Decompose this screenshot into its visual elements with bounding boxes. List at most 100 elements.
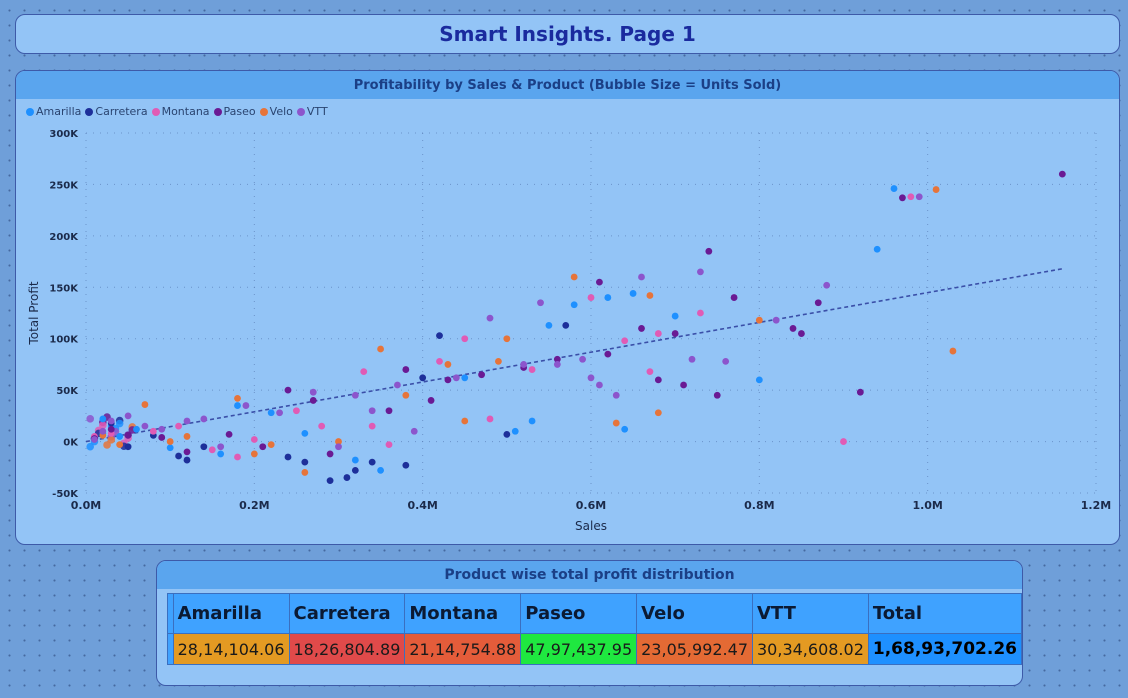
scatter-point-vtt <box>823 281 831 289</box>
y-tick-label: 250K <box>49 180 79 191</box>
scatter-point-vtt <box>915 193 923 201</box>
scatter-point-vtt <box>217 443 225 451</box>
x-tick-label: 0.0M <box>71 499 101 512</box>
scatter-point-vtt <box>107 417 115 425</box>
scatter-point-vtt <box>368 407 376 415</box>
legend-item-velo[interactable]: Velo <box>259 105 293 118</box>
scatter-point-montana <box>234 453 241 461</box>
table-header-vtt[interactable]: VTT <box>752 593 869 634</box>
scatter-point-vtt <box>612 391 620 399</box>
legend-marker <box>85 107 94 116</box>
scatter-point-cluster <box>103 441 111 449</box>
scatter-point-vtt <box>158 425 166 433</box>
scatter-point-paseo <box>124 432 132 439</box>
profit-table: Amarilla Carretera Montana Paseo Velo VTT Tota… <box>167 593 1022 665</box>
legend-item-amarilla[interactable]: Amarilla <box>26 105 81 118</box>
scatter-point-montana <box>646 368 654 376</box>
scatter-point-velo <box>377 345 384 353</box>
scatter-point-paseo <box>1058 170 1066 178</box>
scatter-point-montana <box>368 422 376 430</box>
scatter-point-carretera <box>419 374 427 382</box>
scatter-point-velo <box>116 441 124 449</box>
scatter-point-montana <box>360 368 368 376</box>
scatter-point-vtt <box>351 391 359 399</box>
y-tick-label: 200K <box>49 232 79 243</box>
scatter-point-cluster <box>99 421 107 430</box>
scatter-point-vtt <box>91 436 98 443</box>
scatter-point-paseo <box>427 397 435 404</box>
scatter-point-amarilla <box>890 185 898 192</box>
scatter-point-velo <box>949 347 957 355</box>
table-header-total[interactable]: Total <box>867 593 1022 634</box>
legend-label: Velo <box>269 105 293 118</box>
chart-legend[interactable]: Amarilla Carretera Montana Paseo Velo VTT <box>26 105 328 118</box>
scatter-point-amarilla <box>377 466 384 474</box>
scatter-point-paseo <box>326 450 334 458</box>
scatter-point-vtt <box>141 422 149 430</box>
legend-item-montana[interactable]: Montana <box>151 105 210 118</box>
legend-item-paseo[interactable]: Paseo <box>213 105 256 118</box>
table-cell-carretera: 18,26,804.89 <box>288 633 406 665</box>
legend-marker <box>26 107 34 116</box>
scatter-point-vtt <box>579 355 586 363</box>
scatter-point-amarilla <box>267 409 275 417</box>
scatter-point-vtt <box>638 273 645 281</box>
scatter-point-velo <box>402 391 410 399</box>
scatter-point-carretera <box>183 456 191 464</box>
scatter-point-amarilla <box>351 456 359 464</box>
scatter-point-montana <box>486 415 494 423</box>
scatter-point-paseo <box>284 386 292 394</box>
scatter-point-vtt <box>276 409 283 417</box>
trend-line <box>85 267 1063 443</box>
x-tick-label: 0.4M <box>407 499 437 512</box>
scatter-point-paseo <box>671 330 679 337</box>
scatter-point-montana <box>461 335 469 343</box>
scatter-point-paseo <box>444 376 452 384</box>
scatter-point-amarilla <box>116 433 124 440</box>
table-header-velo[interactable]: Velo <box>636 593 753 634</box>
scatter-point-carretera <box>284 453 292 461</box>
scatter-point-paseo <box>713 391 721 399</box>
scatter-point-vtt <box>722 357 730 365</box>
scatter-point-vtt <box>183 417 191 425</box>
scatter-point-montana <box>208 446 216 454</box>
scatter-point-cluster <box>107 436 116 444</box>
scatter-point-vtt <box>99 427 107 435</box>
scatter-point-paseo <box>553 355 561 363</box>
scatter-point-velo <box>755 316 763 324</box>
scatter-point-montana <box>250 436 258 443</box>
scatter-point-velo <box>495 357 502 365</box>
scatter-point-paseo <box>309 397 317 404</box>
table-header-amarilla[interactable]: Amarilla <box>172 593 290 634</box>
scatter-point-velo <box>267 441 275 449</box>
table-header-paseo[interactable]: Paseo <box>520 593 638 634</box>
scatter-point-vtt <box>596 381 603 389</box>
page-title-card: Smart Insights. Page 1 <box>15 14 1120 54</box>
scatter-point-velo <box>932 186 940 193</box>
scatter-point-vtt <box>688 355 696 363</box>
legend-item-vtt[interactable]: VTT <box>296 105 328 118</box>
scatter-point-vtt <box>587 374 595 382</box>
scatter-point-vtt <box>124 412 132 420</box>
scatter-point-amarilla <box>604 294 612 301</box>
legend-item-carretera[interactable]: Carretera <box>85 105 148 118</box>
table-cell-vtt: 30,34,608.02 <box>752 633 869 665</box>
scatter-point-amarilla <box>166 444 174 452</box>
scatter-point-montana <box>436 357 443 365</box>
table-header-row: Amarilla Carretera Montana Paseo Velo VTT Tota… <box>167 593 1022 634</box>
table-header-carretera[interactable]: Carretera <box>288 593 406 634</box>
table-cell-total: 1,68,93,702.26 <box>867 633 1022 665</box>
legend-label: Carretera <box>95 105 148 118</box>
scatter-point-amarilla <box>234 402 241 409</box>
table-header-montana[interactable]: Montana <box>404 593 522 634</box>
y-axis-title: Total Profit <box>27 281 41 345</box>
scatter-point-amarilla <box>511 427 519 435</box>
table-cell-montana: 21,14,754.88 <box>404 633 522 665</box>
scatter-point-carretera <box>436 332 443 340</box>
scatter-chart-title: Profitability by Sales & Product (Bubble… <box>16 71 1119 99</box>
scatter-point-paseo <box>604 350 612 358</box>
scatter-point-amarilla <box>528 417 536 425</box>
scatter-point-amarilla <box>755 376 763 384</box>
scatter-point-amarilla <box>545 321 553 329</box>
